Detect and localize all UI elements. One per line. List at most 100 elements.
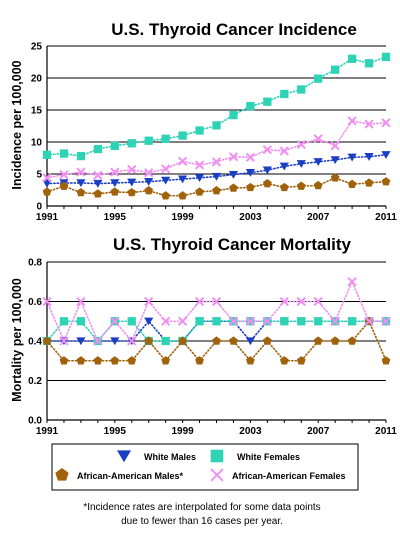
incidence-point-african-american-females	[330, 141, 340, 151]
incidence-point-white-females	[280, 89, 289, 99]
legend-marker-african-american-females	[210, 468, 224, 482]
mortality-point-african-american-males	[347, 336, 357, 345]
incidence-x-tick-label: 1995	[104, 212, 127, 223]
legend-marker-white-females	[210, 449, 224, 463]
mortality-point-african-american-females	[330, 316, 340, 326]
incidence-y-axis-label: Incidence per 100,000	[10, 60, 24, 189]
mortality-x-tick-label: 2007	[307, 426, 330, 437]
mortality-point-white-females	[212, 317, 221, 326]
incidence-point-african-american-females	[245, 152, 256, 162]
incidence-point-white-males	[279, 162, 289, 171]
mortality-point-african-american-females	[144, 296, 154, 307]
legend-symbol-white-males	[117, 450, 131, 463]
incidence-point-white-females	[59, 149, 69, 158]
legend-item-white-males: White Males	[117, 450, 196, 463]
legend-box	[51, 443, 359, 491]
incidence-point-white-males	[262, 166, 272, 175]
incidence-series-white-females	[42, 52, 391, 161]
incidence-chart: U.S. Thyroid Cancer Incidence Incidence …	[10, 20, 397, 223]
mortality-point-african-american-females	[59, 336, 69, 346]
incidence-chart-title: U.S. Thyroid Cancer Incidence	[111, 20, 357, 39]
incidence-point-african-american-males	[229, 183, 238, 192]
incidence-point-african-american-males	[279, 182, 289, 192]
mortality-point-african-american-females	[110, 316, 120, 326]
legend-label-african-american-males: African-American Males*	[77, 471, 184, 481]
mortality-point-white-males	[110, 337, 120, 346]
incidence-point-african-american-females	[347, 116, 357, 126]
incidence-point-african-american-females	[110, 167, 120, 177]
incidence-point-african-american-males	[144, 186, 154, 195]
incidence-x-tick-label: 2011	[375, 212, 397, 223]
incidence-point-white-males	[194, 174, 205, 182]
incidence-point-white-males	[211, 172, 222, 181]
mortality-x-tick-label: 2011	[375, 426, 397, 437]
incidence-point-african-american-females	[194, 160, 205, 170]
mortality-point-white-males	[245, 337, 255, 346]
incidence-point-african-american-females	[211, 157, 222, 167]
incidence-point-white-females	[364, 59, 374, 68]
legend-item-white-females: White Females	[210, 449, 300, 463]
incidence-y-tick-label: 25	[31, 42, 43, 53]
incidence-point-white-females	[110, 141, 119, 150]
incidence-point-white-males	[245, 169, 255, 177]
incidence-point-white-males	[178, 175, 188, 184]
incidence-point-african-american-males	[195, 187, 204, 196]
incidence-point-white-females	[161, 134, 170, 143]
incidence-point-african-american-males	[110, 187, 120, 196]
incidence-point-white-males	[313, 158, 323, 166]
incidence-series-african-american-females	[42, 116, 391, 183]
incidence-point-african-american-females	[161, 164, 171, 174]
mortality-point-african-american-females	[127, 336, 137, 346]
incidence-point-african-american-females	[228, 152, 239, 162]
mortality-point-african-american-females	[93, 336, 103, 346]
mortality-point-african-american-males	[330, 336, 340, 345]
incidence-plot-area: 0 5 10 15 20 25 1991 1995 1999 2003 2007 2011	[31, 42, 397, 224]
incidence-point-white-females	[212, 121, 221, 130]
mortality-y-tick-label: 0.0	[28, 416, 42, 427]
legend: White Males White Females African-Americ…	[51, 443, 359, 491]
mortality-series-african-american-females	[42, 277, 391, 346]
mortality-point-african-american-females	[364, 316, 374, 326]
mortality-y-tick-label: 0.8	[28, 258, 42, 269]
mortality-point-african-american-males	[262, 336, 272, 345]
incidence-point-white-females	[347, 54, 357, 63]
incidence-point-african-american-males	[347, 179, 357, 188]
mortality-point-african-american-males	[195, 356, 204, 365]
mortality-point-african-american-males	[127, 356, 137, 365]
incidence-y-tick-label: 15	[31, 106, 43, 117]
mortality-point-african-american-males	[246, 356, 255, 365]
mortality-point-white-females	[195, 317, 204, 326]
mortality-point-african-american-females	[42, 296, 52, 307]
mortality-point-african-american-females	[245, 316, 256, 326]
mortality-x-tick-label: 2003	[239, 426, 262, 437]
mortality-point-african-american-females	[76, 296, 86, 307]
incidence-point-african-american-males	[313, 180, 323, 190]
mortality-x-tick-label: 1995	[104, 426, 127, 437]
legend-marker-african-american-males	[55, 468, 69, 481]
mortality-point-white-females	[59, 317, 69, 326]
incidence-point-white-males	[330, 156, 340, 165]
incidence-point-african-american-females	[262, 145, 272, 155]
incidence-point-white-females	[229, 110, 238, 120]
incidence-point-african-american-females	[59, 170, 69, 180]
mortality-point-african-american-males	[313, 336, 323, 345]
incidence-point-white-males	[42, 179, 52, 188]
mortality-series-african-american-males	[42, 316, 391, 365]
incidence-point-african-american-males	[127, 187, 137, 197]
incidence-point-white-females	[297, 85, 306, 94]
mortality-point-african-american-males	[59, 356, 69, 365]
incidence-point-white-males	[144, 178, 154, 186]
incidence-point-african-american-males	[59, 181, 69, 190]
incidence-y-tick-label: 0	[36, 202, 42, 213]
mortality-point-african-american-females	[211, 296, 222, 307]
mortality-point-white-males	[144, 317, 154, 326]
legend-label-white-males: White Males	[144, 452, 196, 462]
legend-symbol-white-females	[210, 449, 224, 463]
incidence-point-white-females	[331, 65, 340, 74]
incidence-point-white-males	[76, 179, 86, 188]
incidence-point-white-females	[263, 97, 272, 106]
incidence-point-african-american-females	[313, 134, 323, 144]
mortality-chart: U.S. Thyroid Cancer Mortality Mortality …	[10, 235, 397, 437]
incidence-point-african-american-males	[330, 173, 340, 182]
